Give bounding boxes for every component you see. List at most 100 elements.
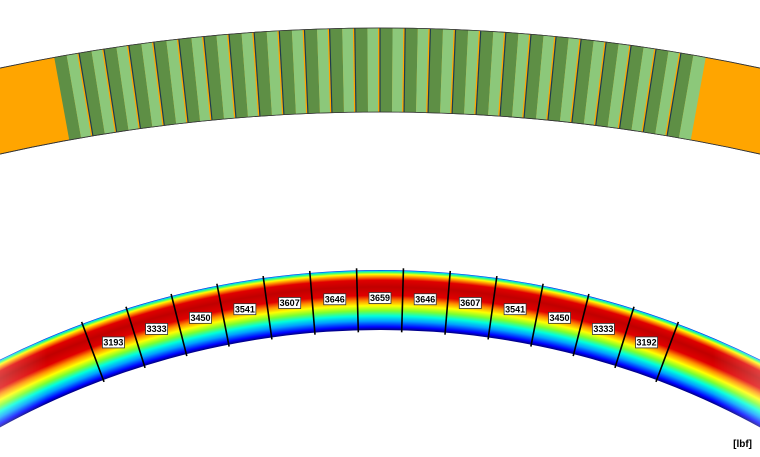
tie-divider: [451, 29, 457, 114]
unit-label: [lbf]: [733, 439, 752, 450]
force-label: 3333: [145, 323, 169, 335]
tie-segment: [643, 49, 669, 134]
force-contour-view: [0, 268, 760, 428]
tie-edge-highlight: [546, 36, 556, 121]
force-label-text: 3541: [235, 304, 255, 314]
force-label-text: 3333: [593, 324, 613, 334]
force-label-text: 3450: [190, 313, 210, 323]
tie-edge-highlight: [402, 28, 405, 113]
tie-segment: [279, 30, 296, 115]
tie-divider: [203, 36, 213, 121]
tie-segment: [619, 45, 644, 131]
tie-segment: [559, 37, 582, 123]
tie-divider: [523, 34, 532, 119]
tie-edge-highlight: [665, 52, 681, 136]
section-cut-line: [80, 321, 105, 383]
tie-segment: [595, 42, 619, 127]
tie-segment: [128, 43, 153, 129]
tie-edge-highlight: [77, 52, 93, 136]
force-label-box: [591, 323, 615, 335]
section-cut-line: [262, 275, 273, 340]
tie-edge-highlight: [202, 36, 212, 121]
section-cut-line: [400, 268, 405, 333]
section-cut-line: [572, 293, 590, 357]
section-cut-line: [444, 270, 452, 335]
tie-segment: [153, 40, 177, 126]
section-cut-line: [530, 283, 544, 347]
force-label-text: 3450: [550, 313, 570, 323]
tie-edge-highlight: [327, 28, 332, 113]
force-label-box: [102, 336, 125, 349]
tie-edge-highlight: [52, 57, 69, 141]
tie-edge-highlight: [426, 28, 430, 113]
force-label-text: 3659: [370, 293, 390, 303]
tie-segment: [536, 35, 557, 121]
tie-edge-highlight: [102, 48, 117, 133]
force-label: 3192: [635, 336, 658, 349]
tie-segment: [655, 50, 681, 136]
force-label: 3541: [503, 303, 527, 316]
tie-segment: [367, 28, 380, 113]
tie-divider: [571, 39, 582, 123]
tie-divider: [666, 52, 682, 136]
tie-segment: [79, 50, 105, 136]
tie-segment: [631, 47, 657, 133]
tie-divider: [153, 42, 165, 126]
tie-segment: [547, 36, 569, 122]
tie-divider: [642, 48, 657, 133]
tie-divider: [403, 28, 406, 113]
force-label-text: 3607: [460, 298, 480, 308]
force-label-box: [548, 311, 571, 324]
tie-strip-view: [0, 27, 760, 155]
force-label: 3646: [323, 293, 347, 306]
tie-divider: [228, 34, 237, 119]
tie-divider: [354, 28, 357, 113]
tie-divider: [475, 30, 482, 115]
force-label-box: [145, 323, 169, 335]
tie-edge-highlight: [252, 32, 260, 117]
tie-edge-highlight: [176, 39, 188, 123]
tie-segment: [476, 30, 494, 116]
force-label: 3193: [102, 336, 125, 349]
tie-edge-highlight: [617, 45, 631, 129]
tie-segment: [116, 45, 141, 131]
tie-divider: [595, 42, 607, 126]
force-label-text: 3646: [325, 294, 345, 304]
force-label-box: [278, 297, 302, 309]
tie-segment: [166, 39, 189, 124]
tie-divider: [253, 32, 261, 117]
tie-strip-outline: [0, 27, 760, 155]
tie-segment: [342, 28, 356, 113]
tie-segment: [404, 28, 418, 113]
tie-segment: [678, 55, 706, 141]
tie-segment: [229, 33, 248, 118]
force-label-box: [635, 336, 658, 349]
force-label-text: 3193: [103, 338, 123, 348]
tie-segment: [583, 40, 607, 126]
section-cut-line: [216, 283, 230, 347]
tie-edge-highlight: [498, 32, 506, 117]
tie-segment: [607, 43, 632, 129]
tie-segment: [329, 28, 344, 113]
tie-divider: [128, 45, 142, 129]
tie-segment: [317, 28, 332, 114]
tie-segment: [91, 49, 117, 134]
force-label-text: 3646: [415, 294, 435, 304]
force-label: 3450: [548, 311, 571, 324]
tie-segment: [571, 39, 594, 124]
force-label-box: [233, 303, 257, 316]
tie-segment: [428, 28, 443, 114]
force-label: 3607: [278, 297, 302, 309]
tie-edge-highlight: [126, 45, 140, 129]
section-cut-line: [614, 306, 635, 369]
tie-segment: [216, 34, 236, 120]
tie-divider: [547, 36, 557, 121]
section-cut-line: [170, 293, 188, 357]
force-label-text: 3333: [147, 324, 167, 334]
force-label-box: [503, 303, 527, 316]
tie-segment: [178, 37, 201, 123]
tie-edge-highlight: [352, 28, 356, 113]
force-label: 3541: [233, 303, 257, 316]
tie-segment: [203, 35, 224, 121]
